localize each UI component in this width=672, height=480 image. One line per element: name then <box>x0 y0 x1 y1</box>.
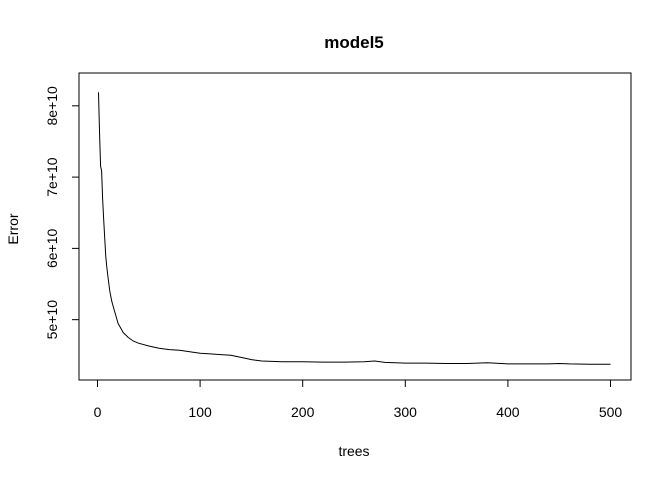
x-tick-label: 200 <box>291 404 315 420</box>
y-axis: 5e+10 6e+10 7e+10 8e+10 <box>44 86 80 340</box>
x-tick-label: 0 <box>94 404 102 420</box>
x-axis-title: trees <box>338 443 369 459</box>
plot-frame <box>78 72 632 381</box>
y-tick-label: 6e+10 <box>44 229 60 269</box>
x-tick-label: 400 <box>496 404 520 420</box>
y-axis-title: Error <box>5 213 21 244</box>
x-tick-label: 100 <box>188 404 212 420</box>
x-tick-label: 500 <box>599 404 623 420</box>
x-axis: 0 100 200 300 400 500 <box>94 379 623 420</box>
x-tick-label: 300 <box>394 404 418 420</box>
y-tick-label: 5e+10 <box>44 300 60 340</box>
chart-title: model5 <box>324 33 384 52</box>
y-tick-label: 7e+10 <box>44 157 60 197</box>
y-tick-label: 8e+10 <box>44 86 60 126</box>
error-series-line <box>98 92 611 365</box>
series-layer <box>98 92 611 365</box>
